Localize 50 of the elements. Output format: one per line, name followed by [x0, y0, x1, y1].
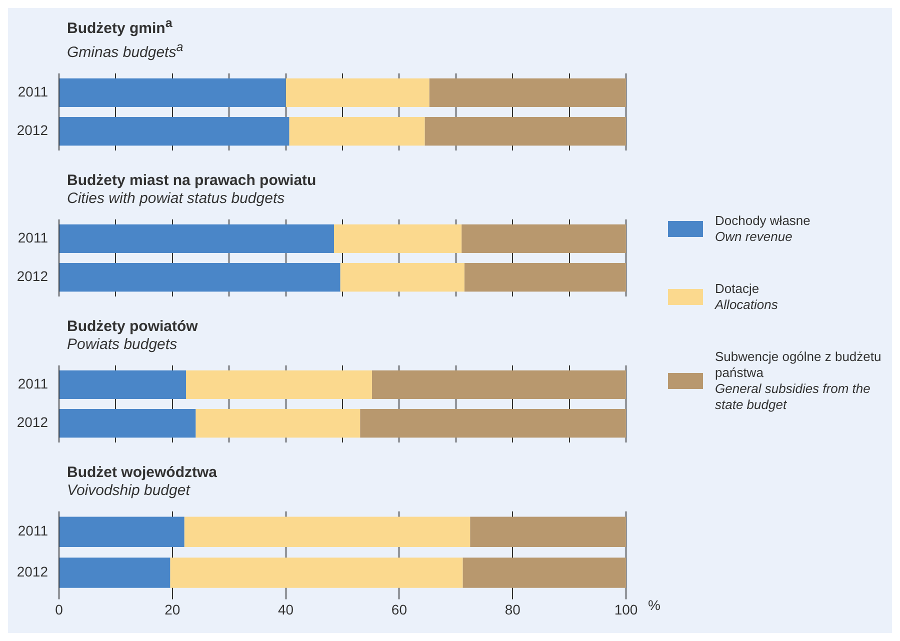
chart-subtitle: Powiats budgets: [67, 336, 178, 354]
x-tick-label: 40: [278, 601, 294, 618]
bar: [334, 224, 462, 253]
legend-label: Dotacje Allocations: [715, 281, 778, 313]
bar: [170, 558, 463, 588]
bar: [340, 263, 464, 292]
bar: [470, 516, 626, 547]
y-tick-label: 2012: [16, 564, 48, 580]
x-tick-label: 60: [391, 601, 408, 618]
bar: [424, 117, 626, 146]
legend-label: Subwencje ogólne z budżetu państwa General subsidies from the state budget: [715, 349, 882, 413]
chart-title: Budżet województwa: [67, 464, 218, 482]
chart-subtitle: Cities with powiat status budgets: [67, 190, 286, 208]
bar: [462, 558, 626, 588]
bar: [60, 78, 286, 107]
y-tick-label: 2011: [18, 230, 48, 246]
bar: [286, 78, 430, 107]
chart-title: Budżety gmin$^{a}$: [67, 15, 174, 38]
bar: [60, 117, 290, 146]
chart-title: Budżety powiatów: [67, 318, 199, 336]
bar: [196, 409, 360, 438]
bar: [429, 78, 626, 107]
bar: [464, 263, 626, 292]
x-tick-label: 80: [504, 601, 521, 618]
bar: [184, 516, 470, 547]
x-axis-title: %: [648, 597, 660, 614]
y-tick-label: 2011: [18, 376, 48, 392]
bar: [462, 224, 626, 253]
chart-subtitle: Gminas budgets$^{a}$: [67, 39, 184, 62]
y-tick-label: 2011: [18, 522, 48, 539]
bar: [60, 558, 170, 588]
bar: [60, 409, 196, 438]
bar: [60, 224, 334, 253]
bar: [186, 370, 372, 399]
x-tick-label: 0: [55, 601, 64, 618]
y-tick-label: 2012: [16, 414, 48, 430]
legend-label: Dochody własne Own revenue: [715, 213, 810, 245]
bar: [60, 263, 340, 292]
y-tick-label: 2012: [16, 122, 48, 138]
bar: [289, 117, 425, 146]
bar: [60, 516, 184, 547]
bar: [372, 370, 626, 399]
x-tick-label: 20: [164, 601, 180, 618]
bar: [360, 409, 626, 438]
chart-title: Budżety miast na prawach powiatu: [67, 172, 318, 190]
chart-subtitle: Voivodship budget: [67, 482, 192, 500]
y-tick-label: 2012: [16, 268, 48, 284]
bar: [60, 370, 186, 399]
y-tick-label: 2011: [18, 84, 48, 100]
x-tick-label: 100: [614, 601, 638, 618]
